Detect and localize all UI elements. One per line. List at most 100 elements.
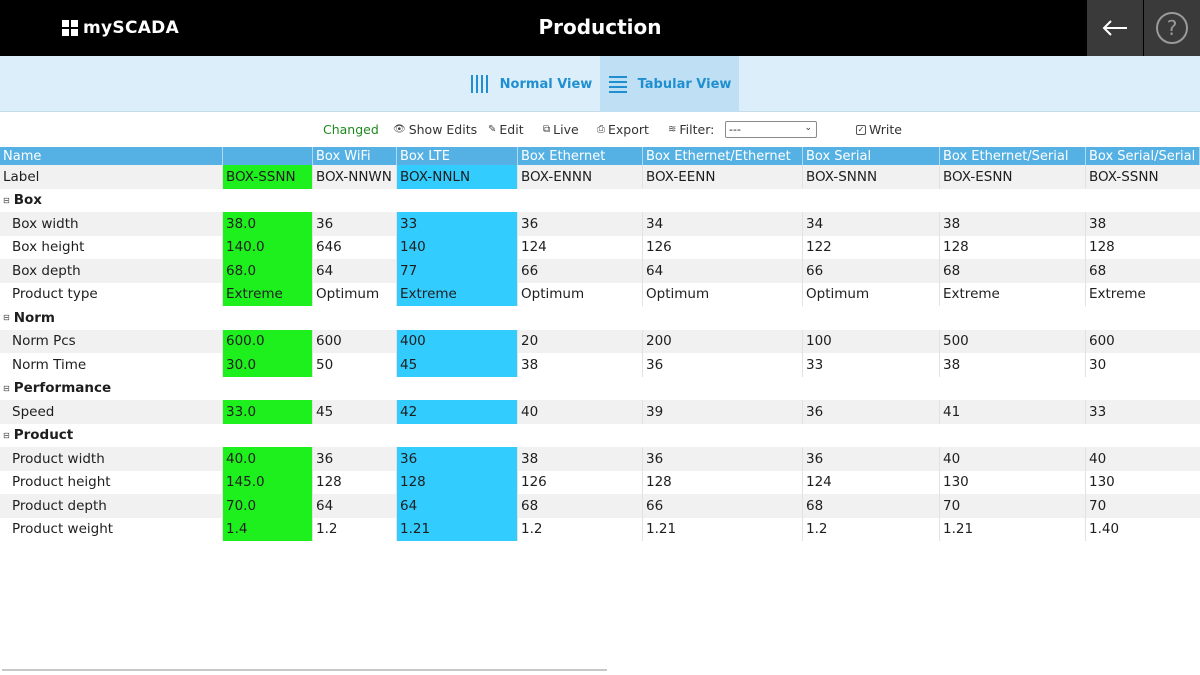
live-button[interactable]: ⧉ Live — [543, 122, 579, 137]
table-cell[interactable]: 36 — [313, 447, 397, 471]
show-edits-button[interactable]: 👁 Show Edits — [393, 122, 477, 137]
table-cell[interactable]: BOX-NNLN — [397, 165, 518, 189]
table-cell[interactable]: Extreme — [397, 282, 518, 306]
collapse-icon[interactable]: ⊟ — [3, 195, 10, 205]
table-cell[interactable]: Optimum — [518, 282, 643, 306]
table-cell[interactable]: Optimum — [803, 282, 940, 306]
table-cell[interactable]: 68 — [803, 494, 940, 518]
table-cell[interactable]: 45 — [397, 353, 518, 377]
table-cell[interactable]: BOX-SSNN — [1089, 168, 1159, 185]
table-cell[interactable]: 600.0 — [223, 329, 313, 353]
table-cell[interactable]: 100 — [803, 329, 940, 353]
table-cell[interactable]: 20 — [518, 329, 643, 353]
table-cell[interactable]: 1.2 — [518, 517, 643, 541]
table-cell[interactable]: 50 — [313, 353, 397, 377]
table-cell[interactable]: 40.0 — [223, 447, 313, 471]
table-cell[interactable]: 140.0 — [223, 235, 313, 259]
column-header[interactable]: Box LTE — [397, 147, 518, 165]
table-cell[interactable]: BOX-SNNN — [803, 165, 940, 189]
group-header[interactable]: ⊟ Box — [0, 189, 223, 213]
table-cell[interactable]: Extreme — [1089, 286, 1146, 303]
help-button[interactable]: ? — [1144, 0, 1200, 56]
edit-button[interactable]: ✎ Edit — [488, 122, 524, 137]
table-cell[interactable]: 200 — [643, 329, 803, 353]
table-cell[interactable]: 1.40 — [1089, 521, 1120, 538]
table-cell[interactable]: 1.21 — [397, 517, 518, 541]
table-cell[interactable]: 36 — [643, 353, 803, 377]
group-header[interactable]: ⊟ Norm — [0, 306, 223, 330]
table-cell[interactable]: 42 — [397, 400, 518, 424]
column-header[interactable]: Name — [0, 147, 223, 165]
filter-select[interactable]: --- ⌄ — [725, 121, 817, 138]
table-cell[interactable]: 500 — [940, 329, 1086, 353]
export-button[interactable]: ⎙ Export — [597, 122, 649, 137]
table-cell[interactable]: 1.21 — [940, 517, 1086, 541]
table-cell[interactable]: 130 — [1089, 474, 1115, 491]
collapse-icon[interactable]: ⊟ — [3, 430, 10, 440]
column-header[interactable]: Box Ethernet/Ethernet — [643, 147, 803, 165]
table-cell[interactable]: 40 — [940, 447, 1086, 471]
table-cell[interactable]: 30 — [1089, 356, 1107, 373]
table-cell[interactable]: 66 — [643, 494, 803, 518]
table-cell[interactable]: 128 — [397, 470, 518, 494]
group-header[interactable]: ⊟ Product — [0, 424, 223, 448]
table-cell[interactable]: Optimum — [313, 282, 397, 306]
table-cell[interactable]: 38 — [940, 353, 1086, 377]
table-cell[interactable]: 1.4 — [223, 517, 313, 541]
table-cell[interactable]: 33 — [1089, 403, 1107, 420]
table-cell[interactable]: 38.0 — [223, 212, 313, 236]
table-cell[interactable]: 38 — [518, 447, 643, 471]
collapse-icon[interactable]: ⊟ — [3, 313, 10, 323]
table-cell[interactable]: 41 — [940, 400, 1086, 424]
column-header[interactable]: Box Serial — [803, 147, 940, 165]
table-cell[interactable]: Extreme — [223, 282, 313, 306]
table-cell[interactable]: 34 — [643, 212, 803, 236]
table-cell[interactable]: 646 — [313, 235, 397, 259]
table-cell[interactable]: 70 — [940, 494, 1086, 518]
table-cell[interactable]: 600 — [313, 329, 397, 353]
table-cell[interactable]: 70 — [1089, 497, 1107, 514]
table-cell[interactable]: 70.0 — [223, 494, 313, 518]
table-cell[interactable]: 38 — [518, 353, 643, 377]
table-cell[interactable]: 126 — [643, 235, 803, 259]
table-cell[interactable]: 68.0 — [223, 259, 313, 283]
table-cell[interactable]: 130 — [940, 470, 1086, 494]
table-cell[interactable]: 68 — [518, 494, 643, 518]
tab-tabular-view[interactable]: Tabular View — [600, 56, 739, 112]
table-cell[interactable]: 33 — [397, 212, 518, 236]
horizontal-scrollbar[interactable] — [2, 669, 607, 671]
table-cell[interactable]: 45 — [313, 400, 397, 424]
table-cell[interactable]: 124 — [518, 235, 643, 259]
column-header[interactable] — [223, 147, 313, 165]
table-cell[interactable]: 145.0 — [223, 470, 313, 494]
table-cell[interactable]: 39 — [643, 400, 803, 424]
group-row[interactable]: ⊟ Performance — [0, 377, 1200, 401]
table-cell[interactable]: BOX-NNWN — [313, 165, 397, 189]
table-cell[interactable]: 400 — [397, 329, 518, 353]
table-cell[interactable]: 64 — [313, 259, 397, 283]
table-cell[interactable]: 36 — [803, 447, 940, 471]
table-cell[interactable]: 64 — [643, 259, 803, 283]
table-cell[interactable]: BOX-EENN — [643, 165, 803, 189]
group-row[interactable]: ⊟ Product — [0, 424, 1200, 448]
column-header[interactable]: Box Ethernet — [518, 147, 643, 165]
table-cell[interactable]: 128 — [313, 470, 397, 494]
write-checkbox[interactable]: ✓ Write — [856, 122, 902, 137]
table-cell[interactable]: BOX-ENNN — [518, 165, 643, 189]
group-row[interactable]: ⊟ Norm — [0, 306, 1200, 330]
table-cell[interactable]: 36 — [643, 447, 803, 471]
table-cell[interactable]: 122 — [803, 235, 940, 259]
table-cell[interactable]: 40 — [1089, 450, 1107, 467]
table-cell[interactable]: 1.21 — [643, 517, 803, 541]
table-cell[interactable]: 36 — [518, 212, 643, 236]
table-cell[interactable]: 64 — [397, 494, 518, 518]
table-cell[interactable]: 140 — [397, 235, 518, 259]
table-cell[interactable]: 36 — [803, 400, 940, 424]
table-cell[interactable]: 34 — [803, 212, 940, 236]
table-cell[interactable]: 68 — [1089, 262, 1107, 279]
column-header[interactable]: Box Ethernet/Serial — [940, 147, 1086, 165]
table-cell[interactable]: 600 — [1089, 333, 1115, 350]
group-header[interactable]: ⊟ Performance — [0, 377, 223, 401]
table-cell[interactable]: 68 — [940, 259, 1086, 283]
column-header[interactable]: Box WiFi — [313, 147, 397, 165]
